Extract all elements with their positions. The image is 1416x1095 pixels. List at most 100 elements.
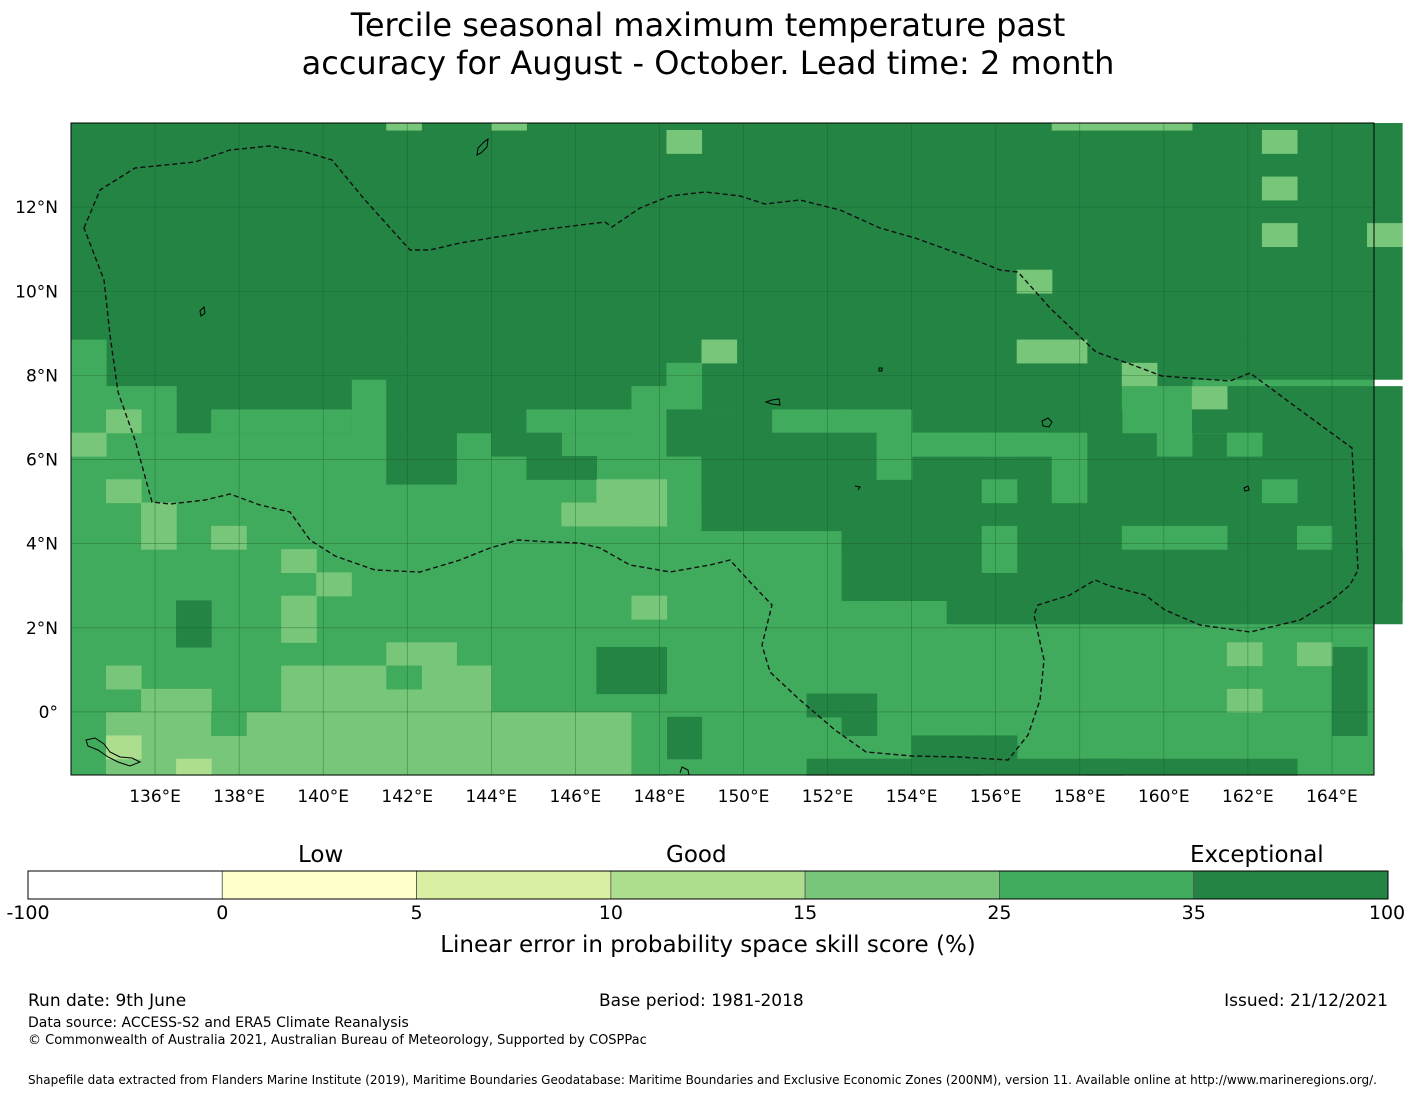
grid-cell bbox=[1051, 123, 1193, 131]
grid-cell bbox=[1121, 362, 1158, 387]
lon-tick-label: 146°E bbox=[550, 787, 602, 807]
lon-tick-label: 154°E bbox=[886, 787, 938, 807]
grid-cell bbox=[1226, 432, 1263, 457]
grid-cell bbox=[876, 549, 948, 601]
data-source: Data source: ACCESS-S2 and ERA5 Climate … bbox=[28, 1015, 409, 1031]
grid-cell bbox=[1226, 688, 1263, 713]
eez-boundary-line bbox=[83, 145, 1359, 761]
lat-tick-label: 2°N bbox=[26, 619, 58, 639]
lon-tick-label: 140°E bbox=[297, 787, 349, 807]
lat-tick-label: 0° bbox=[39, 703, 58, 723]
grid-cell bbox=[281, 595, 317, 643]
grid-cell bbox=[1016, 339, 1088, 364]
grid-cell bbox=[141, 688, 212, 713]
grid-cell bbox=[176, 758, 212, 776]
kosrae-outline bbox=[1243, 485, 1250, 492]
grid-cell bbox=[1016, 269, 1053, 294]
map-axes: 136°E 138°E 140°E 142°E 144°E 146°E 148°E 150°E… bbox=[15, 198, 1358, 807]
grid-cell bbox=[736, 432, 808, 457]
grid-cell bbox=[1191, 409, 1228, 434]
lon-tick-label: 144°E bbox=[465, 787, 517, 807]
colorbar-category-exceptional: Exceptional bbox=[1190, 842, 1324, 868]
grid-cell bbox=[1226, 642, 1263, 667]
grid-cell bbox=[386, 665, 422, 690]
grid-cell bbox=[981, 735, 1018, 760]
issued-date: Issued: 21/12/2021 bbox=[1224, 991, 1388, 1011]
colorbar-bin bbox=[610, 870, 806, 900]
grid-cell bbox=[806, 758, 1123, 776]
grid-cell bbox=[666, 129, 703, 154]
colorbar-tick-label: 0 bbox=[216, 902, 229, 924]
grid-cell bbox=[841, 693, 878, 737]
grid-cell bbox=[106, 409, 142, 434]
grid-cell bbox=[1086, 758, 1298, 776]
grid-cell bbox=[1261, 176, 1298, 201]
grid-cell bbox=[106, 665, 142, 690]
grid-cell bbox=[1156, 386, 1193, 457]
colorbar-category-low: Low bbox=[298, 842, 344, 868]
grid-cell bbox=[316, 572, 352, 597]
grid-cell bbox=[386, 432, 457, 485]
lon-tick-label: 152°E bbox=[802, 787, 854, 807]
grid-cell bbox=[631, 712, 668, 776]
grid-cell bbox=[1261, 223, 1298, 248]
colorbar-bin bbox=[999, 870, 1195, 900]
lat-tick-label: 8°N bbox=[26, 366, 58, 386]
grid-cell bbox=[1366, 223, 1403, 248]
grid-cell bbox=[876, 455, 913, 480]
map-title: Tercile seasonal maximum temperature pas… bbox=[0, 6, 1416, 82]
grid-cell bbox=[1296, 525, 1333, 550]
grid-cell bbox=[386, 123, 422, 131]
map-frame bbox=[70, 122, 1375, 776]
grid-cell bbox=[1261, 129, 1298, 154]
grid-cell bbox=[106, 735, 142, 760]
lat-tick-label: 12°N bbox=[15, 198, 58, 218]
skill-grid bbox=[71, 123, 1403, 776]
lon-tick-label: 162°E bbox=[1222, 787, 1274, 807]
colorbar-bin bbox=[27, 870, 223, 900]
shapefile-credit: Shapefile data extracted from Flanders M… bbox=[28, 1073, 1377, 1087]
grid-cell bbox=[876, 432, 1053, 457]
grid-cell bbox=[701, 339, 738, 364]
grid-cell bbox=[106, 479, 142, 504]
colorbar-bin bbox=[1193, 870, 1389, 900]
grid-cell bbox=[106, 339, 212, 387]
lon-tick-label: 136°E bbox=[129, 787, 181, 807]
grid-cell bbox=[1226, 549, 1403, 601]
land-outlines bbox=[85, 137, 1250, 776]
colorbar-tick-label: 15 bbox=[793, 902, 818, 924]
colorbar-tick-label: 100 bbox=[1368, 902, 1406, 924]
grid-cell bbox=[946, 600, 1403, 625]
grid-cell bbox=[1331, 646, 1368, 737]
pohnpei-outline bbox=[1041, 417, 1053, 428]
grid-cell bbox=[211, 409, 352, 434]
grid-cell bbox=[981, 525, 1018, 574]
grid-cell bbox=[806, 432, 878, 457]
grid-cell bbox=[666, 362, 703, 411]
lon-tick-label: 148°E bbox=[634, 787, 686, 807]
palau-outline bbox=[199, 305, 206, 317]
grid-cell bbox=[1261, 479, 1298, 504]
lon-tick-label: 142°E bbox=[381, 787, 433, 807]
colorbar-tick-label: 10 bbox=[598, 902, 623, 924]
grid-cell bbox=[526, 455, 598, 480]
colorbar-bin bbox=[804, 870, 1000, 900]
grid-cell bbox=[1121, 525, 1228, 550]
grid-cell bbox=[281, 549, 317, 574]
grid-cell bbox=[981, 479, 1018, 504]
grid-cell bbox=[596, 479, 668, 504]
copyright: © Commonwealth of Australia 2021, Austra… bbox=[28, 1033, 647, 1048]
atoll-outline-2 bbox=[878, 367, 883, 372]
atoll-outline bbox=[679, 766, 690, 776]
grid-cell bbox=[386, 642, 457, 667]
colorbar-tick-label: 5 bbox=[410, 902, 423, 924]
grid-cell bbox=[1156, 549, 1228, 601]
colorbar-category-good: Good bbox=[666, 842, 727, 868]
grid-cell bbox=[491, 123, 527, 131]
colorbar-bin bbox=[221, 870, 417, 900]
grid-cell bbox=[71, 123, 1403, 341]
lon-tick-label: 160°E bbox=[1138, 787, 1190, 807]
grid-cell bbox=[141, 502, 177, 550]
chuuk-outline bbox=[764, 398, 781, 406]
